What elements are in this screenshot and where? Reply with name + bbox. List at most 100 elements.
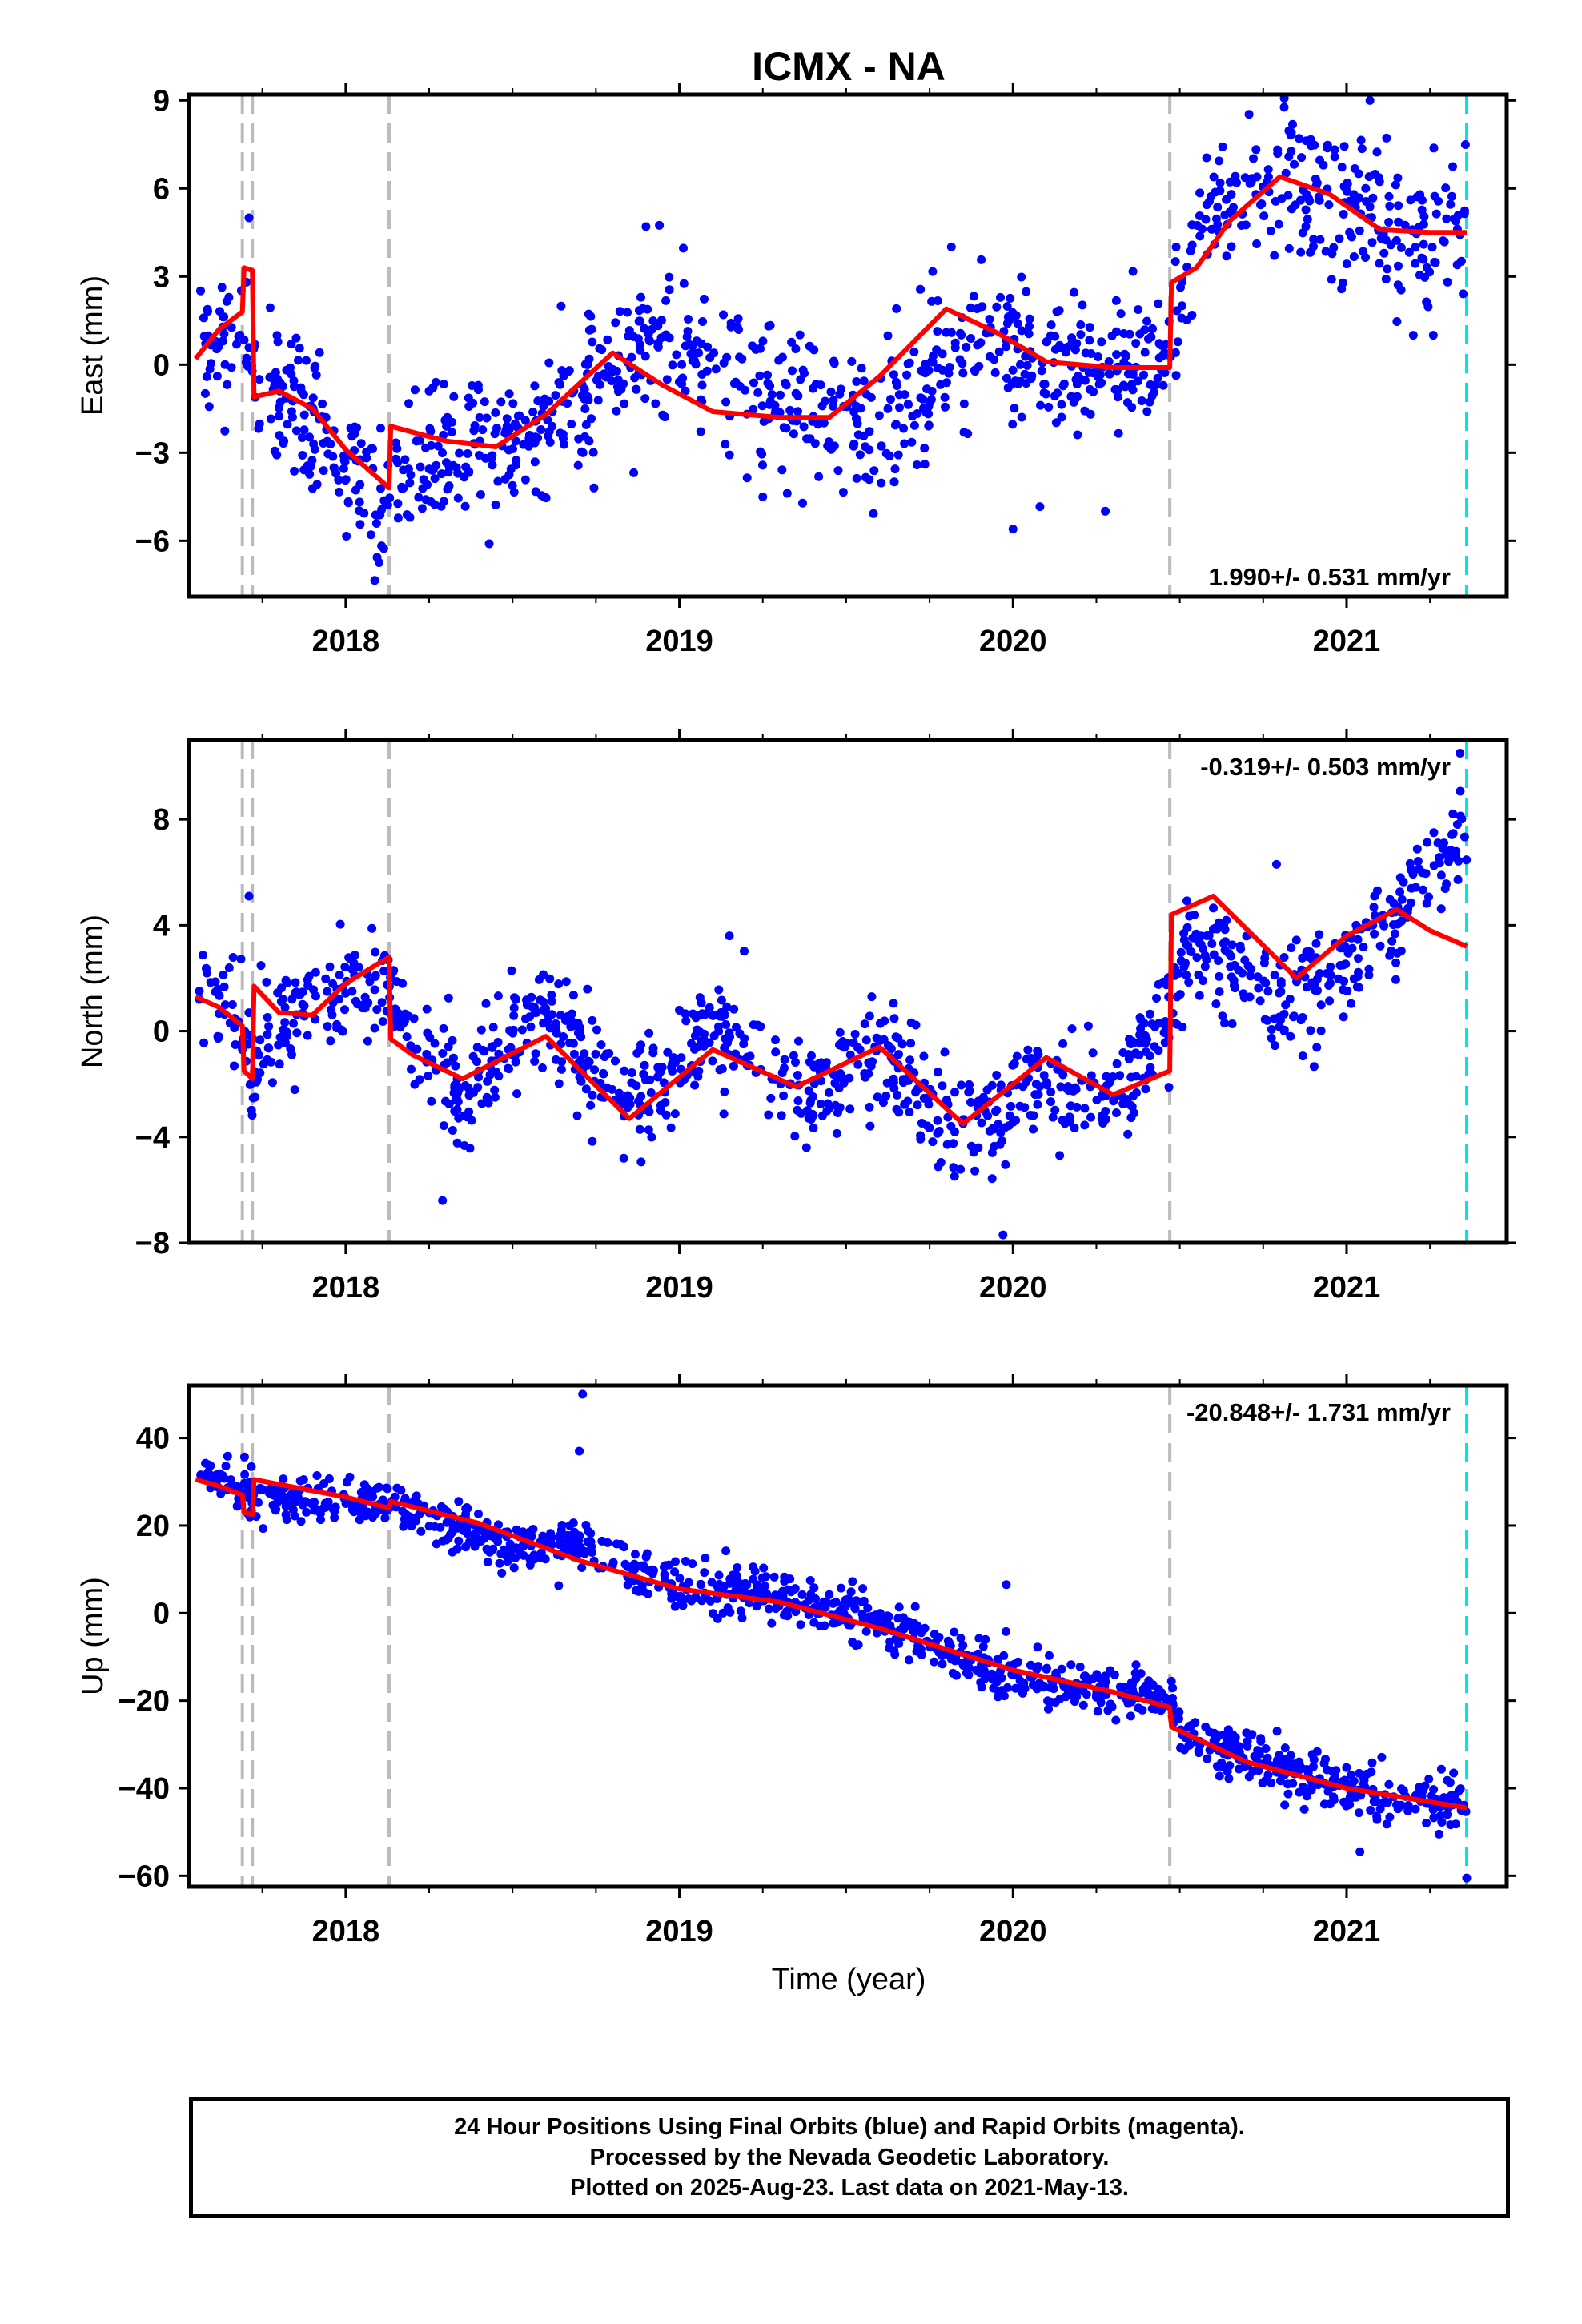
data-point [725,450,734,460]
data-point [1431,258,1440,267]
data-point [640,324,649,333]
data-point [511,436,520,446]
data-point [319,439,328,448]
data-point [945,363,954,372]
data-point [688,1559,697,1569]
data-point [330,1513,339,1522]
data-point [893,450,903,460]
data-point [643,1589,652,1598]
data-point [444,481,454,491]
data-point [272,1498,282,1507]
data-point [966,1097,975,1107]
data-point [938,1659,947,1669]
data-point [612,406,621,416]
data-point [992,1071,1002,1080]
data-point [687,1039,696,1048]
data-point [700,294,709,304]
data-point [1449,1768,1459,1778]
data-point [1126,1039,1135,1048]
data-point [280,1003,290,1012]
data-point [946,242,956,251]
data-point [962,342,971,352]
data-point [319,466,328,476]
data-point [1392,317,1402,326]
data-point [632,1561,641,1570]
data-point [220,360,230,369]
data-point [1059,379,1069,388]
data-point [278,995,287,1003]
data-point [1025,314,1034,324]
data-point [835,1027,845,1037]
data-point [460,1081,470,1090]
data-point [853,1059,863,1069]
data-point [938,1081,947,1091]
data-point [370,1023,379,1033]
north-y-tick-label: −8 [135,1227,170,1261]
data-point [488,460,497,470]
data-point [958,1659,967,1668]
data-point [371,519,381,528]
data-point [1370,929,1379,939]
data-point [588,1090,597,1100]
data-point [844,1594,853,1604]
data-point [504,1063,513,1073]
data-point [966,334,975,343]
data-point [1460,140,1470,149]
data-point [326,1036,335,1046]
data-point [419,475,428,485]
data-point [850,1604,860,1614]
data-point [656,1100,665,1110]
data-point [1112,1059,1122,1068]
east-x-tick-label: 2021 [1313,625,1381,658]
data-point [508,399,518,408]
data-point [464,393,473,403]
data-point [752,1602,761,1611]
east-y-tick-label: −6 [135,525,170,558]
data-point [1011,311,1021,320]
data-point [717,1007,726,1017]
data-point [1312,1747,1322,1756]
data-point [1135,329,1145,339]
east-y-tick-label: 9 [153,84,170,118]
data-point [1263,1753,1272,1763]
data-point [913,1622,922,1631]
data-point [1453,875,1463,884]
data-point [620,399,629,408]
data-point [271,1504,280,1514]
data-point [742,473,752,483]
data-point [447,428,456,437]
data-point [371,510,380,520]
data-point [985,1126,994,1136]
data-point [232,340,241,349]
east-data-points [196,94,1470,597]
data-point [1439,1793,1448,1803]
data-point [424,1522,434,1531]
data-point [916,1134,926,1144]
data-point [779,1091,789,1100]
data-point [266,414,275,424]
data-point [554,1581,564,1590]
data-point [753,388,763,397]
data-point [836,1069,845,1078]
data-point [255,1035,265,1045]
data-point [545,974,555,983]
data-point [465,1144,475,1153]
data-point [556,1011,565,1020]
data-point [867,992,877,1002]
data-point [900,439,909,448]
data-point [1131,339,1141,348]
data-point [275,1059,284,1069]
data-point [894,1108,904,1117]
data-point [1224,1774,1234,1783]
data-point [1280,1800,1290,1810]
data-point [1287,204,1296,214]
data-point [1405,858,1415,868]
data-point [1248,1767,1258,1776]
data-point [568,1021,578,1031]
data-point [873,1092,882,1102]
data-point [627,1068,636,1077]
data-point [1134,1703,1143,1713]
data-point [922,384,932,394]
